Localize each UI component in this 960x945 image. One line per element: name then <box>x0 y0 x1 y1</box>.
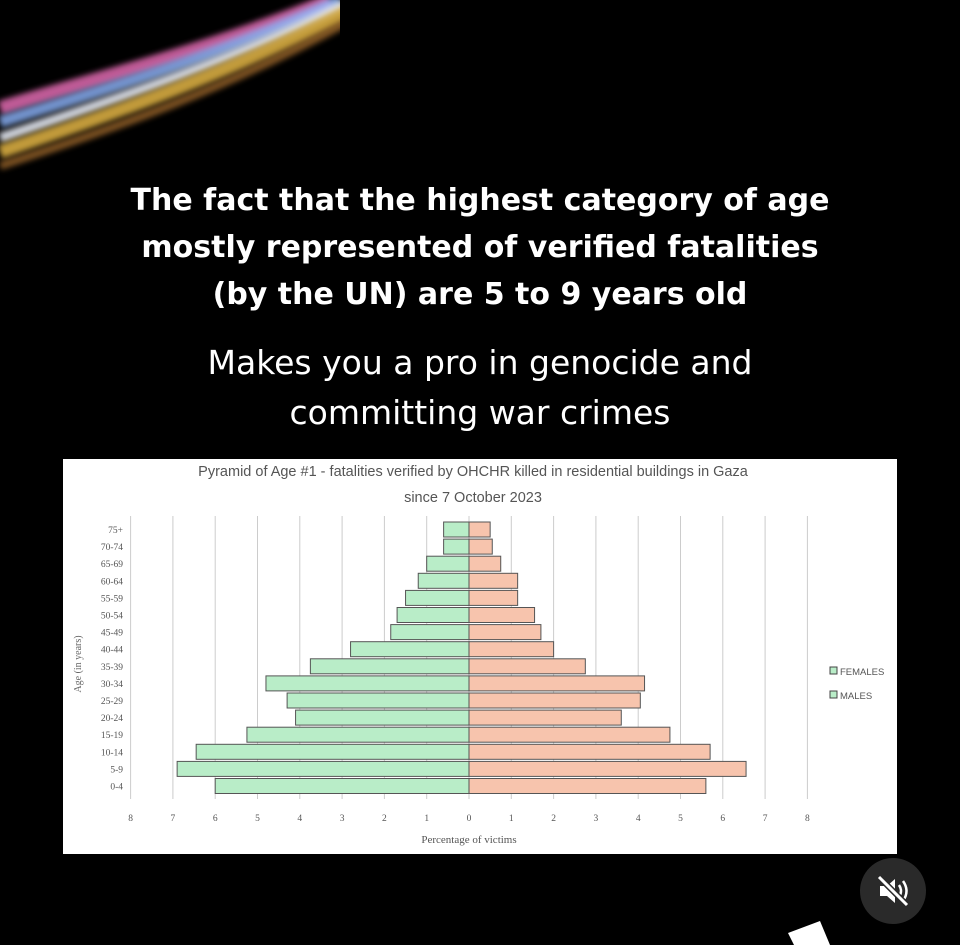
bar-males <box>396 607 470 623</box>
y-tick-label: 70-74 <box>101 543 123 553</box>
corner-decoration <box>788 921 830 945</box>
legend-label: MALES <box>840 691 872 702</box>
bar-females <box>468 624 542 641</box>
x-axis-label: Percentage of victims <box>421 834 516 846</box>
x-tick-label: 5 <box>678 814 683 824</box>
bar-males <box>426 555 470 572</box>
x-tick-label: 1 <box>424 814 429 824</box>
bar-males <box>265 675 470 692</box>
bar-females <box>468 726 671 743</box>
y-tick-label: 45-49 <box>101 629 123 639</box>
x-tick-label: 1 <box>509 814 514 824</box>
legend-swatch <box>829 666 838 675</box>
bar-males <box>417 572 470 589</box>
bar-females <box>468 607 536 623</box>
y-tick-label: 75+ <box>108 526 123 536</box>
bar-females <box>468 778 707 794</box>
bar-females <box>468 760 747 777</box>
bar-males <box>350 641 470 658</box>
bar-males <box>176 760 470 777</box>
bar-females <box>468 589 519 606</box>
y-tick-label: 30-34 <box>101 680 123 690</box>
y-tick-label: 55-59 <box>101 594 123 604</box>
headline-line: mostly represented of verified fatalitie… <box>141 230 819 265</box>
subheadline: Makes you a pro in genocide and committi… <box>0 338 960 438</box>
bar-females <box>468 555 502 572</box>
x-tick-label: 4 <box>636 814 641 824</box>
x-tick-label: 3 <box>340 814 345 824</box>
y-tick-label: 35-39 <box>101 663 123 673</box>
y-tick-label: 10-14 <box>101 748 123 758</box>
light-streak-decoration <box>0 0 340 170</box>
bar-females <box>468 743 711 760</box>
y-tick-label: 25-29 <box>101 697 123 707</box>
headline-line: (by the UN) are 5 to 9 years old <box>212 277 748 312</box>
bar-males <box>405 589 470 606</box>
x-tick-label: 2 <box>551 814 556 824</box>
y-tick-label: 60-64 <box>101 577 123 587</box>
x-tick-label: 6 <box>720 814 725 824</box>
y-tick-label: 65-69 <box>101 560 123 570</box>
x-tick-label: 5 <box>255 814 260 824</box>
bar-females <box>468 572 519 589</box>
subheadline-line: Makes you a pro in genocide and <box>207 343 753 382</box>
bar-males <box>443 521 470 538</box>
bar-males <box>390 624 470 641</box>
bar-females <box>468 658 586 675</box>
bar-males <box>443 538 470 555</box>
bar-females <box>468 692 641 709</box>
x-tick-label: 8 <box>128 814 133 824</box>
y-tick-label: 5-9 <box>110 765 123 775</box>
legend-swatch <box>829 690 838 699</box>
bar-males <box>295 709 470 726</box>
x-tick-label: 7 <box>171 814 176 824</box>
x-tick-label: 3 <box>594 814 599 824</box>
y-tick-label: 20-24 <box>101 714 123 724</box>
y-axis-label: Age (in years) <box>73 635 84 692</box>
bar-males <box>214 778 470 794</box>
headline-line: The fact that the highest category of ag… <box>130 183 830 218</box>
bar-males <box>286 692 470 709</box>
legend-label: FEMALES <box>840 667 884 678</box>
population-pyramid-chart: Pyramid of Age #1 - fatalities verified … <box>73 464 884 846</box>
bar-males <box>309 658 470 675</box>
speaker-muted-icon <box>876 874 910 908</box>
x-tick-label: 2 <box>382 814 387 824</box>
bar-males <box>246 726 470 743</box>
bar-females <box>468 709 622 726</box>
x-tick-label: 8 <box>805 814 810 824</box>
subheadline-line: committing war crimes <box>289 393 671 432</box>
headline: The fact that the highest category of ag… <box>0 177 960 318</box>
chart-panel: Pyramid of Age #1 - fatalities verified … <box>63 459 897 854</box>
y-tick-label: 50-54 <box>101 612 123 622</box>
x-tick-label: 6 <box>213 814 218 824</box>
bar-females <box>468 521 491 538</box>
mute-button[interactable] <box>860 858 926 924</box>
bar-females <box>468 675 646 692</box>
x-tick-label: 4 <box>297 814 302 824</box>
bar-females <box>468 538 493 555</box>
chart-legend: FEMALES MALES <box>829 666 884 702</box>
x-tick-label: 0 <box>467 814 472 824</box>
y-tick-label: 40-44 <box>101 646 123 656</box>
bar-females <box>468 641 555 658</box>
x-tick-label: 7 <box>763 814 768 824</box>
y-tick-label: 15-19 <box>101 731 123 741</box>
y-tick-label: 0-4 <box>110 783 123 793</box>
bar-males <box>195 743 470 760</box>
chart-title: Pyramid of Age #1 - fatalities verified … <box>198 464 749 480</box>
chart-subtitle: since 7 October 2023 <box>404 490 542 506</box>
